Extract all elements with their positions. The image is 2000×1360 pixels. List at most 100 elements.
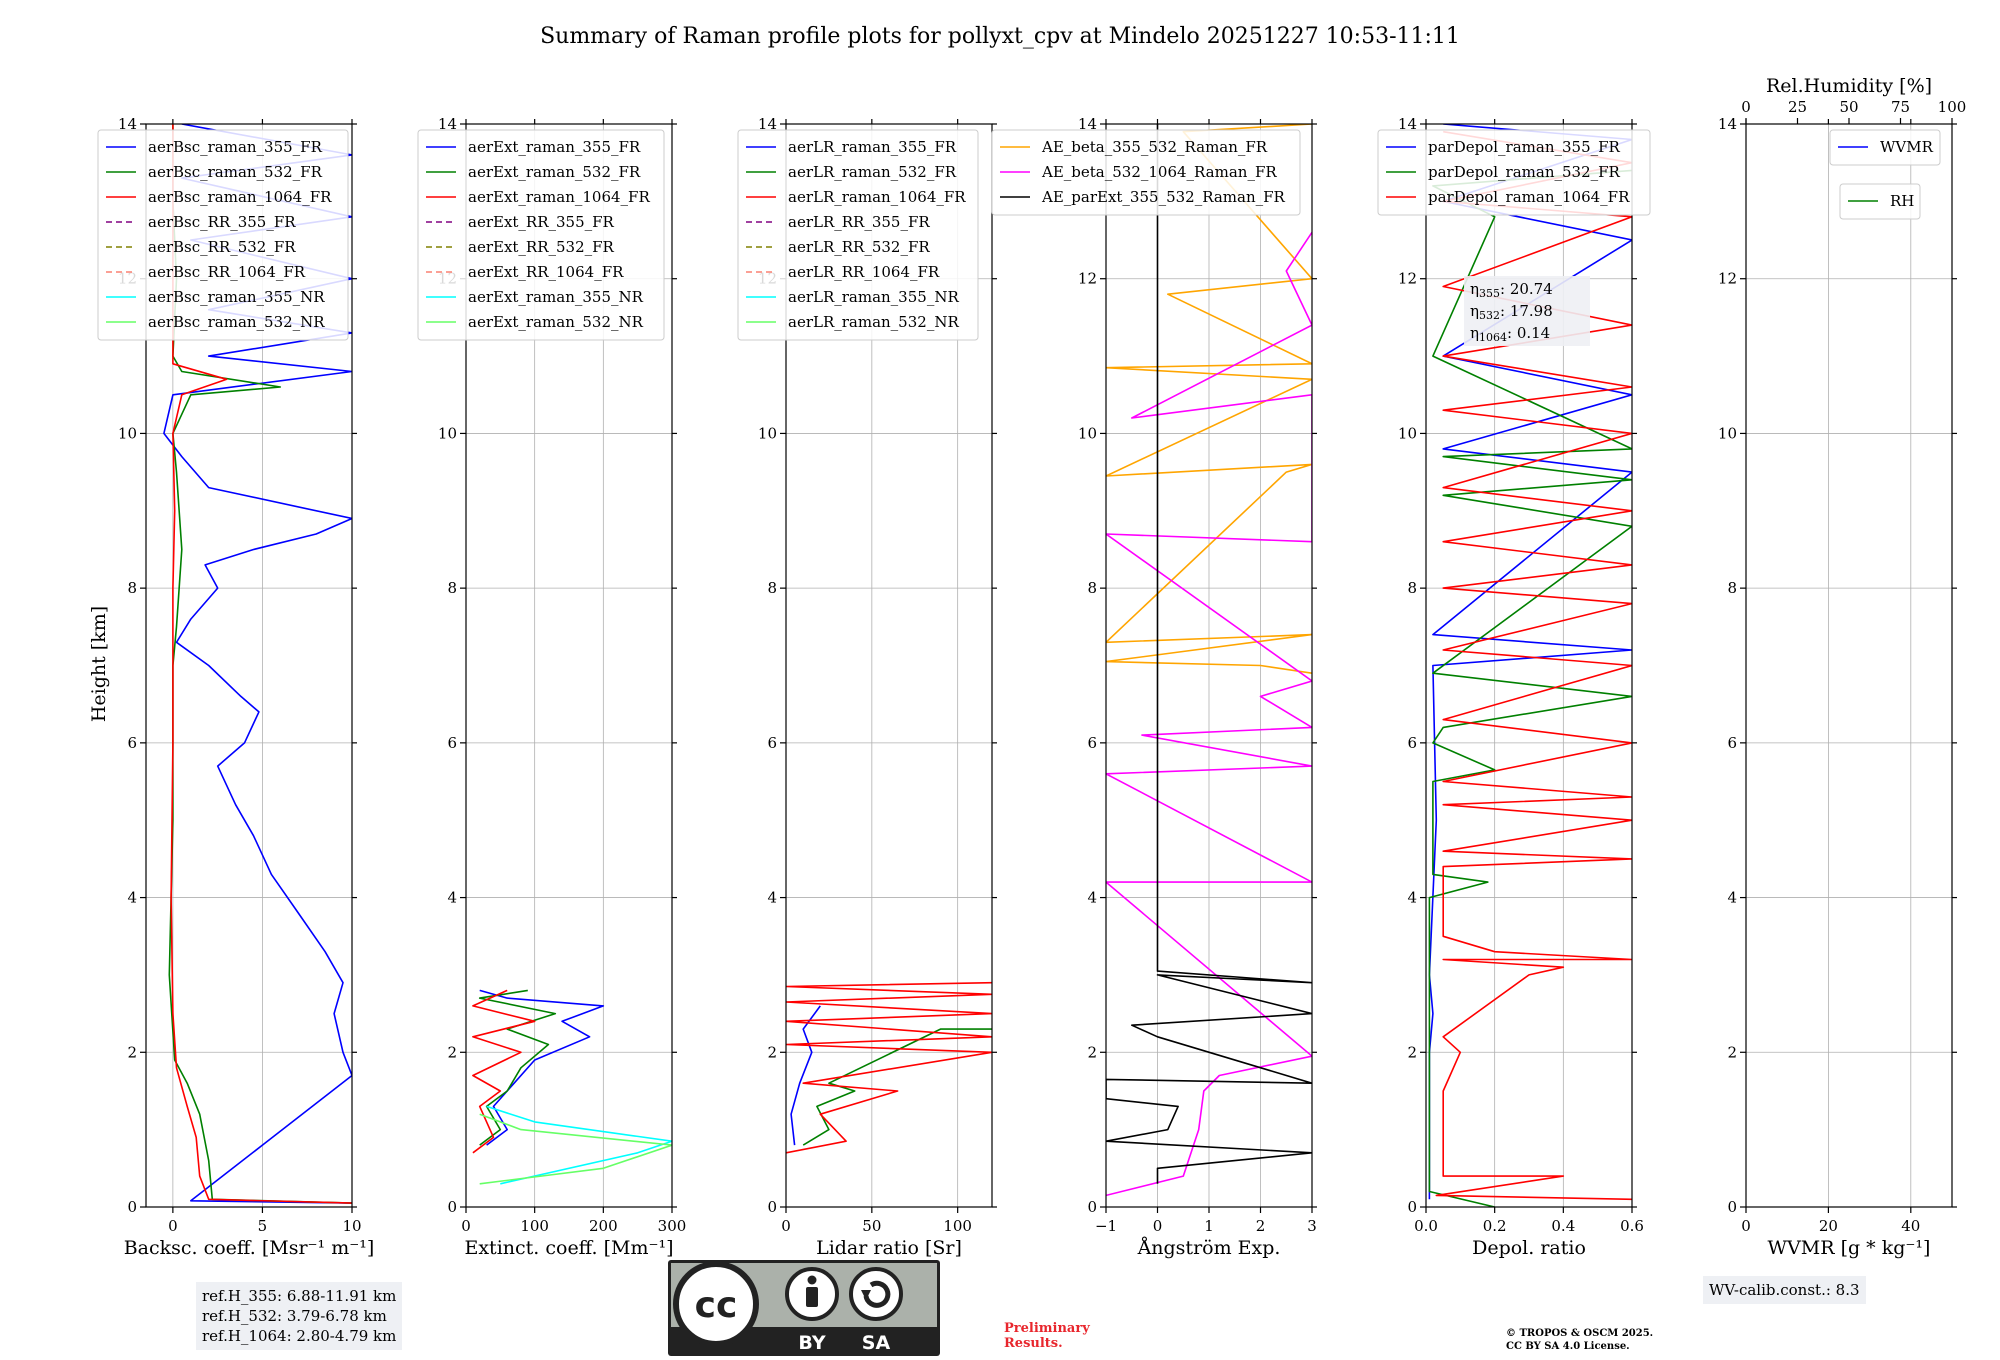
legend-ext-label-0: aerExt_raman_355_FR <box>468 138 641 156</box>
legend-lr-label-2: aerLR_raman_1064_FR <box>788 188 966 206</box>
wv-calib-const: WV-calib.const.: 8.3 <box>1709 1281 1860 1299</box>
y-axis-label: Height [km] <box>88 606 110 722</box>
legend-bsc-label-5: aerBsc_RR_1064_FR <box>148 263 306 281</box>
x-tick-label-depol-2: 0.4 <box>1551 1217 1575 1235</box>
series-line-ext-7 <box>479 1113 672 1185</box>
y-tick-label-ext-0: 0 <box>447 1198 457 1216</box>
legend-ext-label-6: aerExt_raman_355_NR <box>468 288 644 306</box>
x-tick-label-ext-0: 0 <box>461 1217 471 1235</box>
y-tick-label-lr-4: 8 <box>767 579 777 597</box>
series-line-ae-2 <box>1106 124 1312 1184</box>
plot-frame-ext <box>465 123 673 1208</box>
legend-bsc-label-4: aerBsc_RR_532_FR <box>148 238 296 256</box>
y-tick-label-ae-0: 0 <box>1087 1198 1097 1216</box>
y-tick-label-depol-2: 4 <box>1407 889 1417 907</box>
top-tick-label-wv-3: 75 <box>1891 98 1910 116</box>
legend-depol-frame <box>1377 129 1651 216</box>
eta-annotation-0: η355: 20.74 <box>1470 280 1553 300</box>
preliminary-note: Preliminary Results. <box>1004 1321 1090 1351</box>
x-tick-label-ext-1: 100 <box>520 1217 549 1235</box>
y-tick-label-ae-5: 10 <box>1078 424 1097 442</box>
y-tick-label-ae-6: 12 <box>1078 270 1097 288</box>
series-line-lr-1 <box>802 1028 992 1146</box>
top-tick-label-wv-2: 50 <box>1839 98 1858 116</box>
legend-bsc-label-2: aerBsc_raman_1064_FR <box>148 188 332 206</box>
ref-h-532: ref.H_532: 3.79-6.78 km <box>202 1307 387 1325</box>
x-tick-label-ae-1: 0 <box>1153 1217 1163 1235</box>
figure-title: Summary of Raman profile plots for polly… <box>540 24 1460 49</box>
x-tick-label-bsc-1: 5 <box>258 1217 268 1235</box>
panel-wv: 0 20 40 0 2 4 6 8 10 12 14 WVMR [g * kg⁻¹] 0 25 50 75 10… <box>1718 75 1966 1259</box>
y-tick-label-ae-1: 2 <box>1087 1043 1097 1061</box>
x-tick-label-depol-3: 0.6 <box>1620 1217 1644 1235</box>
ref-h-355: ref.H_355: 6.88-11.91 km <box>202 1287 397 1305</box>
x-tick-label-lr-0: 0 <box>781 1217 791 1235</box>
y-tick-label-ext-1: 2 <box>447 1043 457 1061</box>
legend2-wv-frame <box>1839 183 1921 220</box>
cc-by-sa-logo: cc BY SA <box>668 1260 940 1356</box>
y-tick-label-bsc-2: 4 <box>127 889 137 907</box>
eta-annotation-1: η532: 17.98 <box>1470 302 1553 322</box>
legend-lr-label-3: aerLR_RR_355_FR <box>788 213 930 231</box>
x-tick-label-wv-0: 0 <box>1741 1217 1751 1235</box>
legend-ext-label-2: aerExt_raman_1064_FR <box>468 188 650 206</box>
x-tick-label-wv-2: 40 <box>1901 1217 1920 1235</box>
y-tick-label-lr-0: 0 <box>767 1198 777 1216</box>
legend-bsc-frame <box>97 129 349 341</box>
y-tick-label-depol-1: 2 <box>1407 1043 1417 1061</box>
y-tick-label-ae-4: 8 <box>1087 579 1097 597</box>
legend-ext-label-1: aerExt_raman_532_FR <box>468 163 641 181</box>
copyright-line-1: © TROPOS & OSCM 2025. <box>1506 1328 1654 1339</box>
legend-ae-label-2: AE_parExt_355_532_Raman_FR <box>1041 188 1286 206</box>
y-tick-label-wv-1: 2 <box>1727 1043 1737 1061</box>
top-tick-label-wv-0: 0 <box>1741 98 1751 116</box>
sa-share-icon <box>849 1267 903 1321</box>
y-tick-label-wv-6: 12 <box>1718 270 1737 288</box>
x-axis-label-ext: Extinct. coeff. [Mm⁻¹] <box>464 1237 673 1259</box>
x-tick-label-ext-3: 300 <box>658 1217 687 1235</box>
legend-bsc-label-7: aerBsc_raman_532_NR <box>148 313 325 331</box>
legend-ext-label-3: aerExt_RR_355_FR <box>468 213 615 231</box>
x-axis-label-bsc: Backsc. coeff. [Msr⁻¹ m⁻¹] <box>124 1237 375 1259</box>
legend-bsc-label-3: aerBsc_RR_355_FR <box>148 213 296 231</box>
y-tick-label-lr-5: 10 <box>758 424 777 442</box>
series-line-depol-2 <box>1435 130 1632 1201</box>
x-axis-label-wv: WVMR [g * kg⁻¹] <box>1768 1237 1931 1259</box>
y-tick-label-ae-2: 4 <box>1087 889 1097 907</box>
x-tick-label-depol-0: 0.0 <box>1414 1217 1438 1235</box>
y-tick-label-wv-0: 0 <box>1727 1198 1737 1216</box>
plot-frame-wv <box>1745 123 1953 1208</box>
legend-lr-label-4: aerLR_RR_532_FR <box>788 238 930 256</box>
y-tick-label-depol-7: 14 <box>1398 115 1417 133</box>
legend-ext-label-7: aerExt_raman_532_NR <box>468 313 644 331</box>
legend-lr-label-0: aerLR_raman_355_FR <box>788 138 957 156</box>
series-line-ext-0 <box>479 989 605 1146</box>
x-tick-label-bsc-0: 0 <box>168 1217 178 1235</box>
eta-annotation-2: η1064: 0.14 <box>1470 324 1550 344</box>
panels: 051002468101214Backsc. coeff. [Msr⁻¹ m⁻¹… <box>97 75 1966 1259</box>
legend-lr-label-6: aerLR_raman_355_NR <box>788 288 959 306</box>
y-tick-label-bsc-0: 0 <box>127 1198 137 1216</box>
y-tick-label-ext-4: 8 <box>447 579 457 597</box>
legend-ext-label-5: aerExt_RR_1064_FR <box>468 263 624 281</box>
series-line-ext-2 <box>472 989 536 1154</box>
y-tick-label-bsc-3: 6 <box>127 734 137 752</box>
legend-lr: aerLR_raman_355_FR aerLR_raman_532_FR aerL… <box>737 129 979 341</box>
legend-ae: AE_beta_355_532_Raman_FR AE_beta_532_1064… <box>991 129 1301 216</box>
plot-frame-lr <box>785 123 993 1208</box>
y-tick-label-lr-7: 14 <box>758 115 777 133</box>
x-tick-label-lr-1: 50 <box>862 1217 881 1235</box>
legend-bsc-label-1: aerBsc_raman_532_FR <box>148 163 323 181</box>
legend-ae-label-0: AE_beta_355_532_Raman_FR <box>1041 138 1268 156</box>
y-tick-label-ae-7: 14 <box>1078 115 1097 133</box>
y-tick-label-depol-5: 10 <box>1398 424 1417 442</box>
y-tick-label-lr-2: 4 <box>767 889 777 907</box>
copyright-note: © TROPOS & OSCM 2025. CC BY SA 4.0 Licen… <box>1506 1327 1653 1353</box>
y-tick-label-bsc-7: 14 <box>118 115 137 133</box>
y-tick-label-ext-2: 4 <box>447 889 457 907</box>
panel-lr: 05010002468101214Lidar ratio [Sr]aerLR_r… <box>737 115 997 1259</box>
by-text: BY <box>798 1332 825 1354</box>
